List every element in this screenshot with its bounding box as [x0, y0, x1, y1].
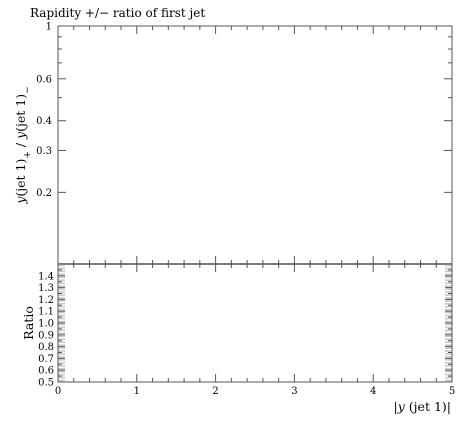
ylabel-jet1: (jet 1)	[13, 159, 28, 197]
main-y-tick-label: 0.6	[36, 74, 52, 85]
main-y-axis-label: y(jet 1)+ / y(jet 1)−	[13, 86, 33, 204]
ratio-y-tick-label: 0.8	[38, 342, 54, 353]
ratio-y-tick-label: 0.9	[38, 330, 54, 341]
ratio-y-tick-label: 1.2	[38, 295, 54, 306]
x-tick-label: 5	[449, 386, 455, 397]
ylabel-jet1-b: (jet 1)	[13, 94, 28, 132]
xlabel-bar-left: |	[394, 399, 398, 414]
chart-title: Rapidity +/− ratio of first jet	[30, 6, 205, 20]
ratio-frame	[57, 263, 453, 383]
main-y-tick-label: 0.4	[36, 116, 52, 127]
main-y-tick-label: 0.3	[36, 146, 52, 157]
ratio-band	[58, 264, 452, 382]
ratio-y-tick-label: 0.6	[38, 366, 54, 377]
x-tick-label: 3	[291, 386, 297, 397]
x-tick-label: 1	[134, 386, 140, 397]
x-axis-label: |y (jet 1)|	[394, 399, 451, 414]
main-x-ticks	[57, 26, 453, 264]
ratio-y-tick-label: 0.5	[38, 378, 54, 389]
ratio-panel: 0.50.60.70.80.91.01.11.21.31.4 0 1 2 3 4 5	[38, 263, 455, 397]
main-y-tick-label: 0.2	[36, 188, 52, 199]
ylabel-y2: y	[13, 131, 28, 140]
main-y-ticks	[58, 25, 452, 193]
ratio-y-tick-label: 0.7	[38, 354, 54, 365]
x-tick-label: 4	[370, 386, 376, 397]
ylabel-y1: y	[13, 196, 28, 205]
xlabel-jet1: (jet 1)	[409, 399, 447, 414]
main-panel: 1 0.6 0.4 0.3 0.2	[36, 22, 453, 265]
ratio-x-tick-labels: 0 1 2 3 4 5	[55, 386, 455, 397]
ratio-y-axis-label: Ratio	[21, 306, 36, 340]
ratio-y-tick-label: 1.4	[38, 271, 54, 282]
ratio-y-tick-label: 1.3	[38, 283, 54, 294]
main-frame	[57, 25, 453, 265]
ylabel-minus: −	[23, 86, 33, 94]
ratio-y-tick-label: 1.0	[38, 319, 54, 330]
x-tick-label: 0	[55, 386, 61, 397]
main-y-tick-labels: 1 0.6 0.4 0.3 0.2	[36, 22, 52, 199]
ylabel-plus: +	[23, 151, 33, 159]
ylabel-slash: /	[13, 139, 28, 151]
main-y-tick-label: 1	[46, 22, 52, 33]
ratio-y-ticks	[58, 269, 452, 383]
x-tick-label: 2	[212, 386, 218, 397]
ratio-y-tick-labels: 0.50.60.70.80.91.01.11.21.31.4	[38, 271, 54, 388]
xlabel-y: y	[397, 399, 406, 414]
xlabel-bar-right: |	[447, 399, 451, 414]
ratio-y-tick-label: 1.1	[38, 307, 54, 318]
ratio-x-ticks	[57, 264, 453, 382]
